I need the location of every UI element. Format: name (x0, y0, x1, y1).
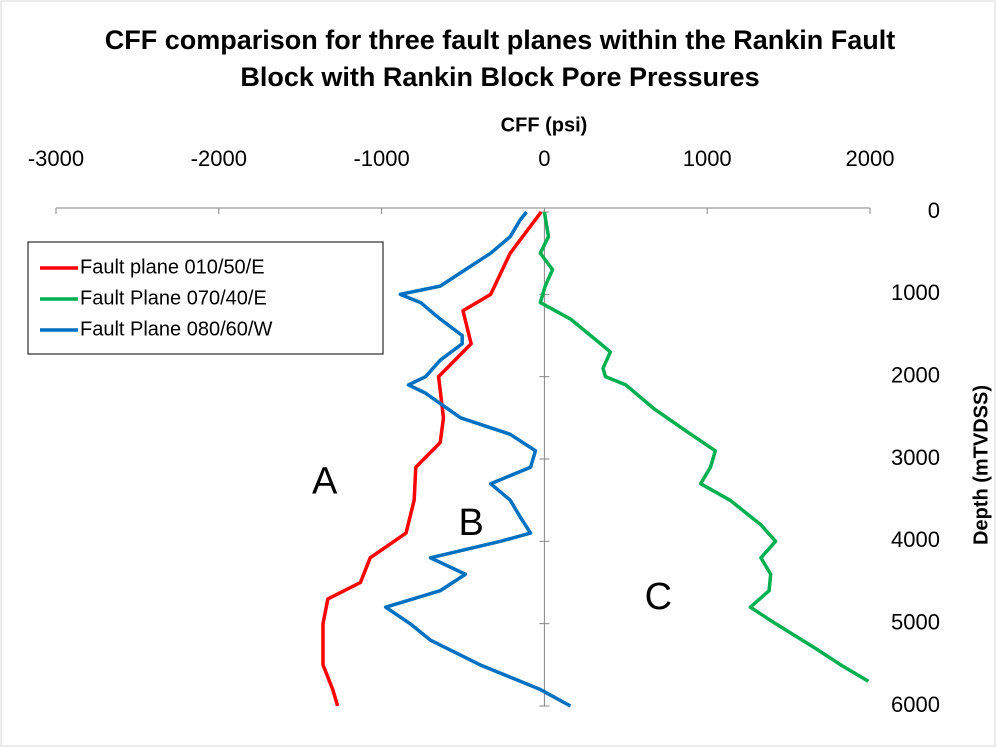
y-tick-label: 4000 (891, 527, 940, 552)
x-tick-label: 1000 (683, 146, 732, 171)
x-tick-label: 0 (538, 146, 550, 171)
y-tick-label: 3000 (891, 445, 940, 470)
y-tick-label: 5000 (891, 609, 940, 634)
legend: Fault plane 010/50/E Fault Plane 070/40/E… (27, 241, 384, 355)
y-axis-title: Depth (mTVDSS) (970, 385, 992, 545)
y-tick-label: 1000 (891, 280, 940, 305)
y-tick-label: 0 (928, 198, 940, 223)
legend-box (27, 241, 384, 355)
x-tick-label: -3000 (28, 146, 84, 171)
chart-title: CFF comparison for three fault planes wi… (104, 25, 896, 92)
annotation: C (645, 576, 672, 618)
y-tick-label: 6000 (891, 692, 940, 717)
series-line (538, 211, 870, 683)
legend-label: Fault plane 010/50/E (80, 256, 265, 278)
series-line (383, 210, 572, 708)
x-tick-label: -1000 (353, 146, 409, 171)
legend-label: Fault Plane 080/60/W (80, 318, 272, 340)
x-axis-title: CFF (psi) (501, 114, 588, 136)
x-tick-label: 2000 (846, 146, 895, 171)
y-tick-label: 2000 (891, 362, 940, 387)
legend-label: Fault Plane 070/40/E (80, 287, 267, 309)
annotation: B (458, 502, 483, 544)
plot-area: -3000 -2000 -1000 0 1000 2000 0 1000 2000 3000 400… (28, 146, 940, 717)
annotation: A (312, 461, 338, 503)
series-line (321, 210, 543, 707)
x-tick-label: -2000 (191, 146, 247, 171)
